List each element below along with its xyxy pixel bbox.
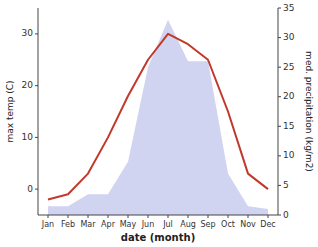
chart: 0 10 20 30 0 5 10 15 20 25 30 35 Jan Feb Mar Apr May Jun J…	[0, 0, 318, 247]
y2-tick	[278, 215, 281, 216]
y2-tick-label: 15	[283, 121, 294, 131]
y2-tick	[278, 126, 281, 127]
y2-tick-label: 25	[283, 62, 294, 72]
x-axis-line	[38, 215, 278, 216]
precipitation-area	[48, 20, 268, 215]
y2-tick-label: 35	[283, 3, 294, 13]
y2-tick-label: 30	[283, 32, 295, 42]
y-tick-label: 20	[22, 80, 34, 90]
y-tick	[35, 189, 38, 190]
x-tick	[68, 215, 69, 218]
x-tick-label: Jun	[141, 220, 155, 229]
y2-tick-label: 5	[283, 180, 289, 190]
x-tick	[128, 215, 129, 218]
y2-axis-line	[278, 8, 279, 215]
x-tick	[268, 215, 269, 218]
y2-tick	[278, 185, 281, 186]
x-tick	[208, 215, 209, 218]
x-tick	[168, 215, 169, 218]
x-tick	[248, 215, 249, 218]
y-tick	[35, 33, 38, 34]
y-tick-label: 30	[22, 28, 34, 38]
x-tick	[228, 215, 229, 218]
x-tick-label: May	[120, 220, 137, 229]
y-tick	[35, 137, 38, 138]
y2-tick-label: 10	[283, 150, 295, 160]
x-axis-title: date (month)	[121, 232, 195, 243]
x-tick-label: Jan	[41, 220, 54, 229]
y2-tick	[278, 96, 281, 97]
x-tick-label: Sep	[200, 220, 215, 229]
y2-tick-label: 0	[283, 210, 289, 220]
y-tick	[35, 85, 38, 86]
x-tick	[148, 215, 149, 218]
x-tick-label: Oct	[221, 220, 235, 229]
y2-tick	[278, 8, 281, 9]
x-tick	[108, 215, 109, 218]
y2-tick	[278, 155, 281, 156]
x-tick-label: Mar	[80, 220, 96, 229]
x-tick-label: Aug	[180, 220, 196, 229]
chart-container: 0 10 20 30 0 5 10 15 20 25 30 35 Jan Feb Mar Apr May Jun J…	[0, 0, 318, 247]
y2-tick	[278, 67, 281, 68]
x-tick-label: Nov	[240, 220, 256, 229]
x-tick	[48, 215, 49, 218]
x-tick-label: Dec	[260, 220, 275, 229]
y2-axis-title: med. precipitation (kg/m2)	[304, 51, 314, 172]
x-tick	[88, 215, 89, 218]
x-tick-label: Jul	[162, 220, 173, 229]
x-tick	[188, 215, 189, 218]
y-tick-label: 10	[22, 132, 34, 142]
x-tick-label: Apr	[101, 220, 116, 229]
y2-tick	[278, 37, 281, 38]
y2-tick-label: 20	[283, 91, 295, 101]
y-tick-label: 0	[27, 184, 33, 194]
x-tick-label: Feb	[61, 220, 75, 229]
y-axis-line	[38, 8, 39, 215]
plot-area	[48, 20, 268, 215]
temperature-line	[48, 34, 268, 200]
y-axis-title: max temp (C)	[5, 80, 15, 142]
